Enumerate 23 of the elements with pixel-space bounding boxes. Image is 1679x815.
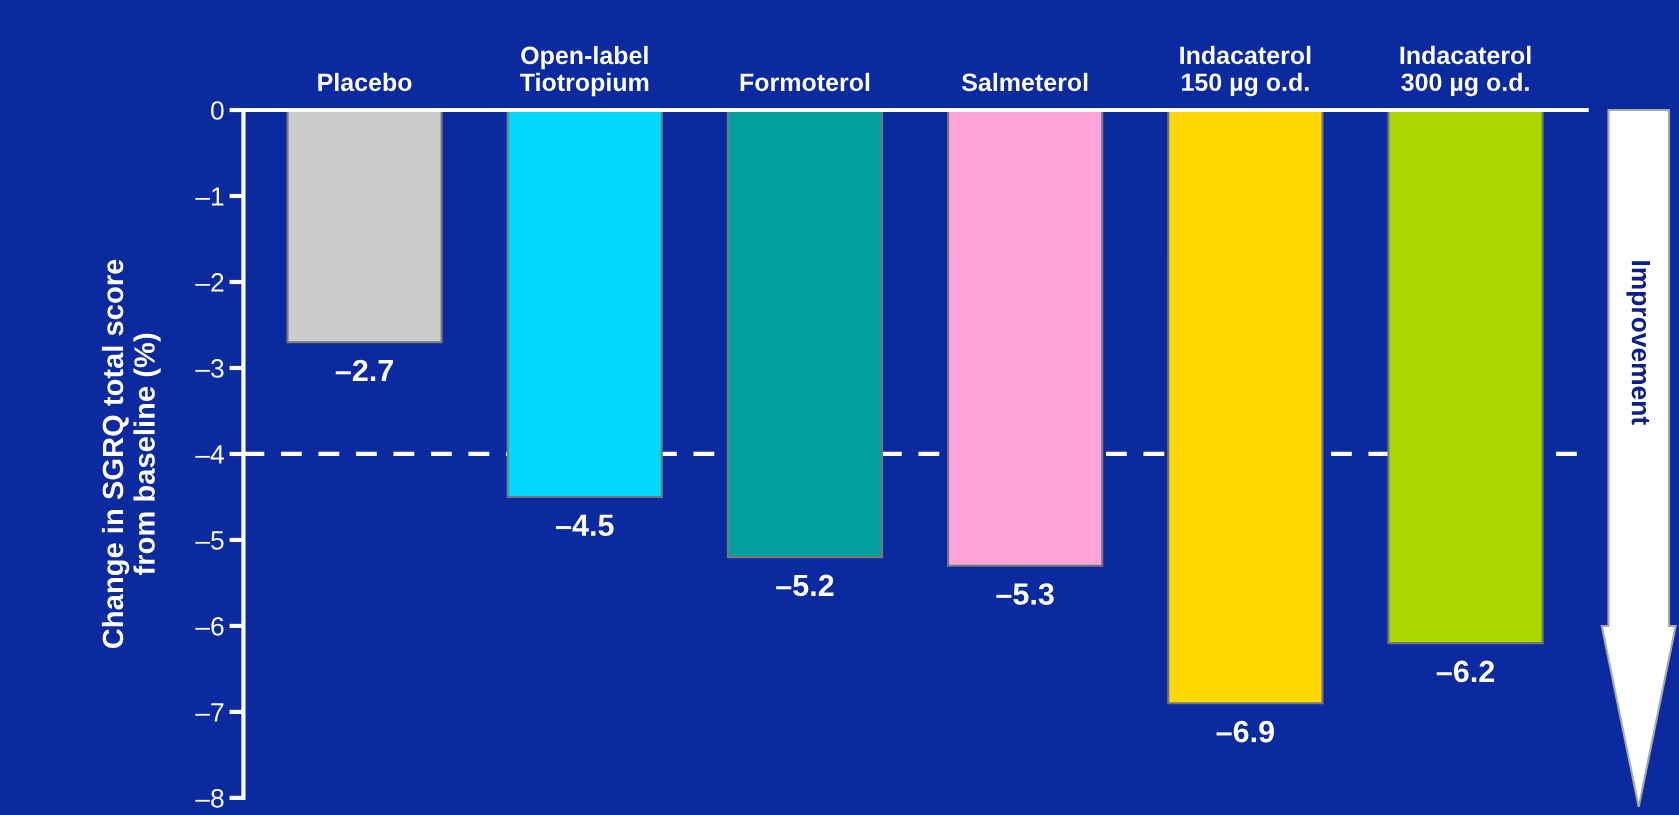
y-tick-label: 0 (211, 101, 224, 120)
y-axis-title: Change in SGRQ total score from baseline (%) (101, 259, 161, 649)
data-label: –6.2 (1436, 660, 1495, 683)
y-tick-label: –4 (195, 445, 224, 464)
y-tick-label: –8 (195, 789, 224, 808)
y-tick-label: –2 (195, 273, 224, 292)
data-label: –5.3 (996, 583, 1054, 605)
data-label: –4.5 (555, 514, 614, 537)
data-label: –5.2 (776, 574, 834, 597)
x-tick-label: Formoterol (740, 72, 870, 92)
x-tick-label: Salmeterol (961, 72, 1088, 92)
x-tick-label: Open-label Tiotropium (520, 45, 649, 97)
text: Improvement (1626, 261, 1651, 425)
y-tick-label: –5 (195, 531, 224, 550)
y-tick-label: –1 (195, 187, 224, 206)
data-label: –2.7 (335, 359, 393, 381)
y-tick-label: –7 (195, 703, 224, 722)
y-tick-label: –6 (195, 617, 224, 636)
x-tick-label: Placebo (318, 72, 412, 92)
y-tick-label: –3 (195, 359, 224, 378)
x-tick-label: Indacaterol 300 µg o.d. (1400, 45, 1531, 97)
x-tick-label: Indacaterol 150 µg o.d. (1180, 45, 1311, 97)
data-label: –6.9 (1216, 720, 1274, 743)
